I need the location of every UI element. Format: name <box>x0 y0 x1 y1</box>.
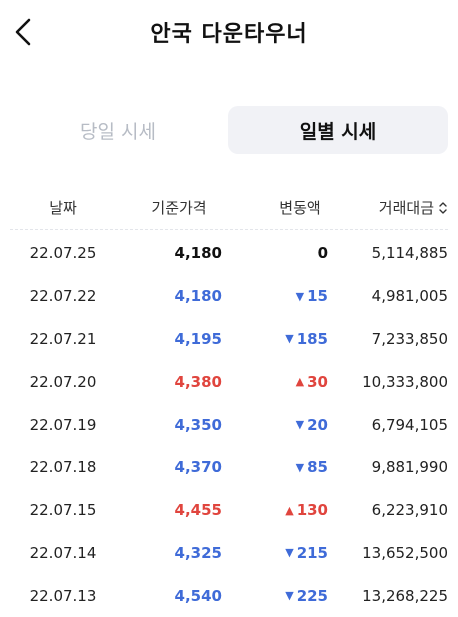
cell-price: 4,180 <box>174 287 222 306</box>
column-header-price[interactable]: 기준가격 <box>151 199 207 217</box>
cell-volume: 10,333,800 <box>362 372 448 391</box>
column-header-change[interactable]: 변동액 <box>279 199 321 217</box>
triangle-down-icon: ▼ <box>285 589 294 603</box>
change-value: 20 <box>307 415 328 434</box>
cell-date: 22.07.22 <box>29 287 97 306</box>
cell-change: ▼ 215 <box>222 544 328 562</box>
triangle-down-icon: ▼ <box>285 332 294 346</box>
table-body: 22.07.25 4,180 0 5,114,885 22.07.22 4,180 ▼ 15 4… <box>10 232 448 617</box>
table-row: 22.07.18 4,370 ▼ 85 9,881,990 <box>10 446 448 489</box>
column-header-volume-label: 거래대금 <box>378 199 434 217</box>
cell-volume: 9,881,990 <box>371 458 448 477</box>
cell-change: ▼ 185 <box>222 330 328 348</box>
cell-date: 22.07.18 <box>29 458 97 477</box>
column-header-volume[interactable]: 거래대금 <box>328 197 448 218</box>
cell-change: ▲ 30 <box>222 373 328 391</box>
cell-volume: 13,652,500 <box>362 543 448 562</box>
app-header: 안국 다운타우너 <box>0 0 458 66</box>
cell-date: 22.07.20 <box>29 372 97 391</box>
triangle-down-icon: ▼ <box>295 289 305 303</box>
column-header-date[interactable]: 날짜 <box>49 199 77 217</box>
table-row: 22.07.14 4,325 ▼ 215 13,652,500 <box>10 532 448 575</box>
cell-change: ▼ 225 <box>222 587 328 605</box>
cell-date: 22.07.13 <box>29 586 97 605</box>
cell-change: ▼ 15 <box>222 287 328 305</box>
cell-date: 22.07.25 <box>29 244 97 263</box>
cell-price: 4,325 <box>174 543 222 562</box>
cell-change: ▼ 85 <box>222 458 328 476</box>
table-row: 22.07.19 4,350 ▼ 20 6,794,105 <box>10 403 448 446</box>
change-value: 130 <box>296 501 328 520</box>
cell-date: 22.07.15 <box>29 501 97 520</box>
cell-price: 4,370 <box>174 458 222 477</box>
change-value: 185 <box>296 329 328 348</box>
cell-date: 22.07.19 <box>29 415 97 434</box>
cell-price: 4,350 <box>174 415 222 434</box>
triangle-up-icon: ▲ <box>285 503 294 517</box>
cell-date: 22.07.14 <box>29 543 97 562</box>
table-header: 날짜 기준가격 변동액 거래대금 <box>10 186 448 230</box>
cell-volume: 4,981,005 <box>371 287 448 306</box>
cell-price: 4,540 <box>174 586 222 605</box>
chevron-left-icon <box>15 18 31 46</box>
change-value: 215 <box>296 543 328 562</box>
change-value: 15 <box>307 287 328 306</box>
cell-price: 4,380 <box>174 372 222 391</box>
triangle-up-icon: ▲ <box>295 375 305 389</box>
cell-volume: 7,233,850 <box>371 329 448 348</box>
table-row: 22.07.21 4,195 ▼ 185 7,233,850 <box>10 318 448 361</box>
change-value: 30 <box>307 372 328 391</box>
change-value: 225 <box>296 586 328 605</box>
change-value: 85 <box>307 458 328 477</box>
cell-volume: 6,794,105 <box>371 415 448 434</box>
tab-bar: 당일 시세 일별 시세 <box>8 106 448 154</box>
cell-change: ▲ 130 <box>222 501 328 519</box>
triangle-down-icon: ▼ <box>285 546 294 560</box>
cell-change: ▼ 20 <box>222 416 328 434</box>
table-row: 22.07.20 4,380 ▲ 30 10,333,800 <box>10 360 448 403</box>
cell-price: 4,180 <box>174 244 222 263</box>
cell-change: 0 <box>222 244 328 262</box>
cell-date: 22.07.21 <box>29 329 97 348</box>
cell-price: 4,455 <box>174 501 222 520</box>
sort-updown-icon[interactable] <box>438 201 448 215</box>
cell-volume: 5,114,885 <box>371 244 448 263</box>
page-title: 안국 다운타우너 <box>150 22 308 47</box>
table-row: 22.07.13 4,540 ▼ 225 13,268,225 <box>10 574 448 617</box>
tab-daily-intraday[interactable]: 당일 시세 <box>80 120 156 143</box>
cell-volume: 6,223,910 <box>371 501 448 520</box>
back-button[interactable] <box>8 14 38 50</box>
table-row: 22.07.15 4,455 ▲ 130 6,223,910 <box>10 489 448 532</box>
tab-daily-history[interactable]: 일별 시세 <box>228 106 448 154</box>
cell-volume: 13,268,225 <box>362 586 448 605</box>
triangle-down-icon: ▼ <box>295 418 305 432</box>
cell-price: 4,195 <box>174 329 222 348</box>
change-value: 0 <box>317 244 328 263</box>
triangle-down-icon: ▼ <box>295 460 305 474</box>
table-row: 22.07.25 4,180 0 5,114,885 <box>10 232 448 275</box>
table-row: 22.07.22 4,180 ▼ 15 4,981,005 <box>10 275 448 318</box>
